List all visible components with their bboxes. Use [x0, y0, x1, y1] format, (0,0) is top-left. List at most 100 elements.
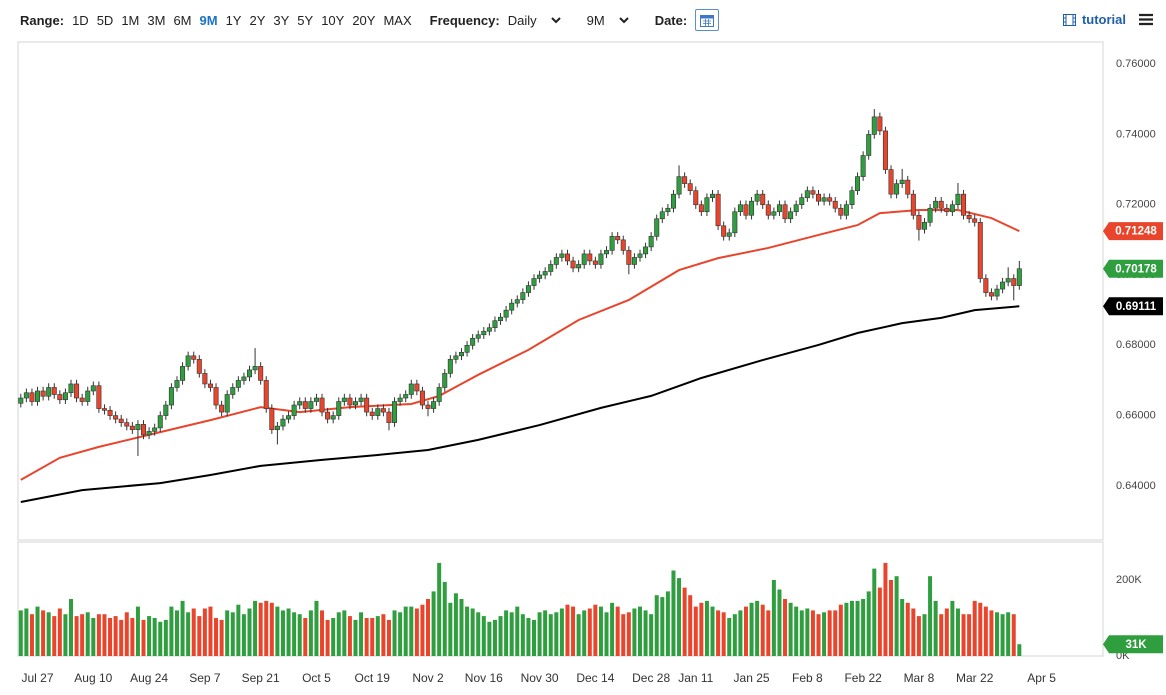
- volume-bar: [202, 608, 207, 656]
- candle-body: [157, 415, 163, 429]
- range-button[interactable]: 2Y: [249, 12, 266, 28]
- volume-bar: [900, 599, 905, 656]
- volume-bar: [833, 610, 838, 656]
- volume-bar: [626, 612, 631, 656]
- candle-body: [933, 200, 939, 209]
- volume-bar: [889, 580, 894, 656]
- volume-bar: [582, 610, 587, 656]
- volume-bar: [437, 562, 442, 656]
- volume-bar: [1006, 612, 1011, 656]
- range-button[interactable]: 6M: [173, 12, 192, 28]
- range-button[interactable]: 10Y: [321, 12, 345, 28]
- x-tick-label: Mar 8: [904, 671, 935, 685]
- range-button[interactable]: 9M: [199, 12, 218, 28]
- candle-body: [141, 424, 147, 436]
- volume-bar: [431, 591, 436, 656]
- candle-body: [124, 422, 130, 427]
- candle-body: [866, 134, 872, 156]
- y-tick-label: 0.68000: [1116, 339, 1156, 351]
- volume-bar: [928, 576, 933, 656]
- volume-bar: [147, 616, 152, 656]
- candle-body: [163, 404, 169, 416]
- candle-body: [392, 401, 398, 423]
- candle-body: [988, 292, 994, 297]
- x-tick-label: Jan 25: [734, 671, 770, 685]
- candle-body: [576, 264, 582, 269]
- volume-bar: [995, 612, 1000, 656]
- volume-bar: [944, 608, 949, 656]
- volume-bar: [665, 591, 670, 656]
- volume-bar: [119, 619, 124, 656]
- candle-body: [85, 390, 91, 402]
- volume-bar: [894, 576, 899, 656]
- candle-body: [771, 211, 777, 216]
- range-button[interactable]: 1M: [121, 12, 140, 28]
- frequency-value: Daily: [507, 12, 537, 28]
- candle-body: [57, 394, 63, 401]
- volume-bar: [866, 591, 871, 656]
- volume-bar: [225, 610, 230, 656]
- volume-bar: [108, 618, 113, 656]
- candle-body: [23, 392, 29, 399]
- volume-bar: [487, 621, 492, 656]
- volume-bar: [972, 600, 977, 656]
- axes: Jul 27 Aug 10 Aug 24 Sep 7 Sep 21 Oct 5 Oct 19…: [22, 58, 1163, 685]
- volume-bar: [80, 614, 85, 656]
- candle-body: [537, 274, 543, 279]
- candle-body: [899, 179, 905, 184]
- candle-body: [860, 155, 866, 177]
- candle-body: [180, 366, 186, 381]
- tutorial-icon: [1062, 13, 1076, 26]
- volume-bar: [359, 612, 364, 656]
- volume-bar: [476, 612, 481, 656]
- candle-body: [804, 190, 810, 198]
- calendar-button[interactable]: [695, 9, 720, 31]
- candle-body: [760, 193, 766, 206]
- volume-bar: [727, 618, 732, 656]
- candle-body: [799, 197, 805, 206]
- candle-body: [927, 207, 933, 223]
- range-button[interactable]: 5Y: [297, 12, 314, 28]
- candle-body: [682, 176, 688, 184]
- volume-bar: [598, 606, 603, 656]
- candle-body: [330, 415, 336, 420]
- candle-body: [107, 410, 113, 416]
- range-button[interactable]: MAX: [383, 12, 412, 28]
- range-button[interactable]: 5D: [96, 12, 114, 28]
- range-button[interactable]: 1Y: [225, 12, 242, 28]
- moving-average-line: [20, 305, 1020, 504]
- candle-body: [894, 183, 900, 195]
- x-tick-label: Oct 5: [302, 671, 331, 685]
- candle-body: [425, 404, 431, 409]
- candle-body: [235, 380, 241, 388]
- period-value: 9M: [586, 12, 605, 28]
- volume-bar: [230, 612, 235, 656]
- range-button[interactable]: 3Y: [273, 12, 290, 28]
- candle-body: [888, 169, 894, 195]
- range-button[interactable]: 1D: [72, 12, 89, 28]
- volume-bar: [822, 612, 827, 656]
- frequency-dropdown[interactable]: Daily: [508, 13, 561, 28]
- range-button[interactable]: 3M: [147, 12, 166, 28]
- candle-body: [152, 427, 158, 432]
- volume-bar: [297, 614, 302, 656]
- volume-bar: [169, 606, 174, 656]
- candle-body: [648, 236, 654, 248]
- candle-body: [570, 260, 576, 269]
- tutorial-link[interactable]: tutorial: [1062, 12, 1154, 27]
- volume-bar: [163, 619, 168, 656]
- range-button[interactable]: 20Y: [352, 12, 376, 28]
- candle-body: [587, 253, 593, 262]
- volume-bar: [158, 621, 163, 656]
- candle-body: [481, 330, 487, 336]
- volume-bar: [286, 608, 291, 656]
- candle-body: [693, 190, 699, 206]
- range-label: Range:: [20, 12, 65, 28]
- volume-bar: [113, 616, 118, 656]
- menu-icon[interactable]: [1138, 13, 1154, 26]
- period-dropdown[interactable]: 9M: [587, 13, 629, 28]
- candle-body: [776, 204, 782, 213]
- candle-body: [765, 204, 771, 216]
- volume-bar: [258, 602, 263, 656]
